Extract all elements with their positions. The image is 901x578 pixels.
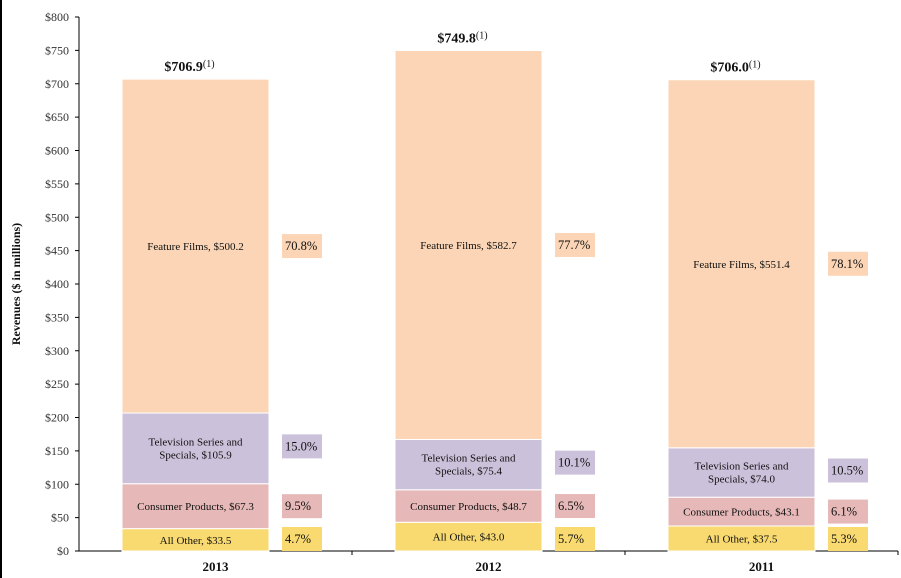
bars: All Other, $33.5 4.7% Consumer Products, $… <box>121 31 868 552</box>
segment-label: All Other, $33.5 <box>160 535 232 547</box>
segment-label: Feature Films, $500.2 <box>147 241 244 253</box>
segment-label: Television Series and Specials, $105.9 <box>149 436 243 461</box>
segment-label: Consumer Products, $67.3 <box>137 501 254 513</box>
percent-box <box>282 527 322 551</box>
y-tick-label: $150 <box>45 444 69 458</box>
percent-label: 78.1% <box>831 257 863 271</box>
segment-label-line: Television Series and <box>149 436 243 448</box>
x-axis: 2013 2012 2011 <box>79 550 899 574</box>
segment-label-line: Specials, $75.4 <box>435 466 502 478</box>
bar-segment-all-other <box>394 521 543 552</box>
percent-label: 10.1% <box>558 456 590 470</box>
percent-label: 15.0% <box>285 439 317 453</box>
segment-label: All Other, $43.0 <box>433 532 505 544</box>
y-tick-label: $500 <box>45 210 69 224</box>
y-tick-label: $300 <box>45 344 69 358</box>
bar-group-2013: All Other, $33.5 4.7% Consumer Products, $… <box>121 59 322 552</box>
percent-box <box>828 251 868 276</box>
y-tick-label: $750 <box>45 43 69 57</box>
bar-segment-feature-films <box>667 79 816 449</box>
percent-box <box>555 494 595 519</box>
y-tick-label: $50 <box>51 511 69 525</box>
y-tick-label: $800 <box>45 10 69 24</box>
percent-box <box>555 232 595 257</box>
bar-segment-feature-films <box>121 78 270 414</box>
x-tick-label: 2011 <box>749 559 774 574</box>
y-tick-label: $200 <box>45 411 69 425</box>
total-footnote: (1) <box>203 59 215 70</box>
segment-label: All Other, $37.5 <box>706 533 778 545</box>
segment-label-line: Specials, $105.9 <box>159 449 232 461</box>
percent-box <box>555 450 595 475</box>
percent-label: 9.5% <box>285 499 311 513</box>
total-label: $706.9(1) <box>164 59 214 75</box>
segment-label-line: Television Series and <box>422 453 516 465</box>
segment-label-line: Specials, $74.0 <box>708 474 775 486</box>
y-tick-label: $450 <box>45 244 69 258</box>
segment-label: Television Series and Specials, $75.4 <box>422 453 516 478</box>
segment-label-line: Television Series and <box>695 461 789 473</box>
y-tick-label: $600 <box>45 144 69 158</box>
percent-box <box>282 234 322 259</box>
percent-label: 6.1% <box>831 505 857 519</box>
bar-segment-television-series-and-specials <box>394 438 543 491</box>
y-tick-label: $650 <box>45 110 69 124</box>
total-footnote: (1) <box>749 60 761 71</box>
segment-label: Consumer Products, $48.7 <box>410 501 527 513</box>
percent-box <box>282 434 322 459</box>
y-tick-label: $100 <box>45 477 69 491</box>
bar-segment-television-series-and-specials <box>121 412 270 485</box>
percent-label: 6.5% <box>558 499 584 513</box>
y-axis: $0 $50 $100 $150 $200 $250 $300 $350 $400 $450 $50… <box>45 10 80 558</box>
percent-box <box>828 499 868 524</box>
bar-segment-consumer-products <box>394 489 543 523</box>
x-tick-label: 2013 <box>203 559 230 574</box>
bar-segment-consumer-products <box>121 483 270 530</box>
percent-label: 70.8% <box>285 239 317 253</box>
percent-label: 5.3% <box>831 532 857 546</box>
y-tick-label: $350 <box>45 310 69 324</box>
percent-label: 10.5% <box>831 464 863 478</box>
segment-label: Feature Films, $582.7 <box>420 240 517 252</box>
bar-segment-feature-films <box>394 50 543 440</box>
y-tick-label: $700 <box>45 77 69 91</box>
bar-segment-consumer-products <box>667 496 816 527</box>
bar-segment-television-series-and-specials <box>667 447 816 498</box>
x-tick-label: 2012 <box>476 559 502 574</box>
percent-box <box>828 458 868 483</box>
bar-group-2012: All Other, $43.0 5.7% Consumer Products, $… <box>394 31 595 552</box>
percent-box <box>282 494 322 519</box>
y-axis-title: Revenues ($ in millions) <box>9 223 23 345</box>
percent-label: 4.7% <box>285 532 311 546</box>
segment-label: Consumer Products, $43.1 <box>683 507 800 519</box>
total-footnote: (1) <box>476 31 488 42</box>
y-tick-label: $550 <box>45 177 69 191</box>
percent-box <box>555 527 595 551</box>
percent-label: 5.7% <box>558 532 584 546</box>
y-tick-label: $400 <box>45 277 69 291</box>
bar-group-2011: All Other, $37.5 5.3% Consumer Products, $… <box>667 60 868 552</box>
segment-label: Television Series and Specials, $74.0 <box>695 461 789 486</box>
percent-label: 77.7% <box>558 238 590 252</box>
percent-box <box>828 527 868 551</box>
total-label: $706.0(1) <box>710 60 760 76</box>
y-tick-label: $0 <box>57 544 69 558</box>
segment-label: Feature Films, $551.4 <box>693 259 790 271</box>
total-label: $749.8(1) <box>437 31 487 47</box>
y-tick-label: $250 <box>45 377 69 391</box>
